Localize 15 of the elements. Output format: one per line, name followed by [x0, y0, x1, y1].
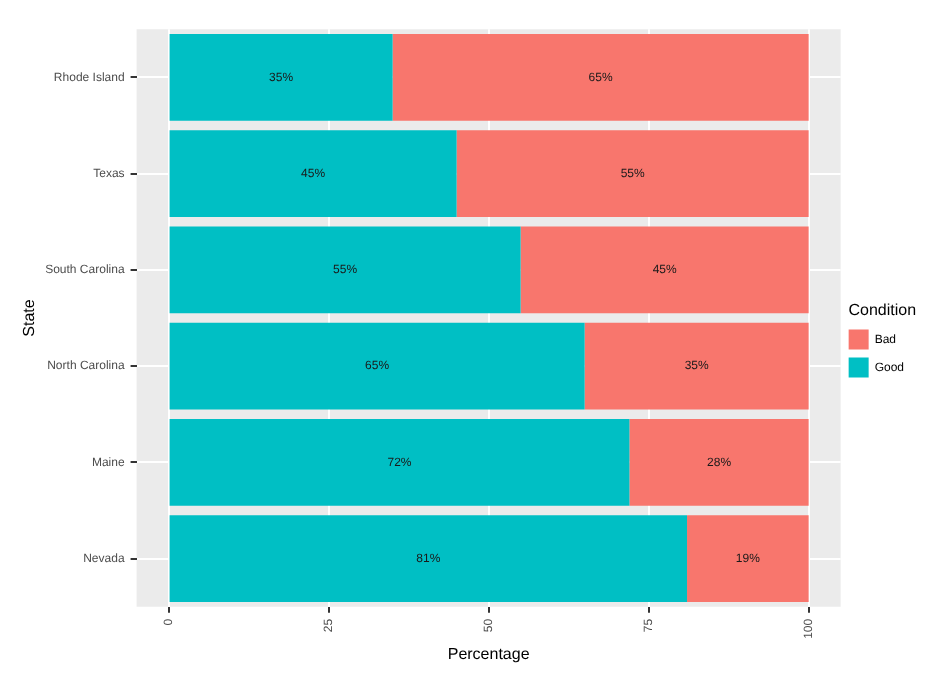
y-axis-title: State	[20, 298, 39, 337]
bar	[629, 419, 809, 506]
bar	[169, 226, 521, 314]
x-axis-title: Percentage	[447, 644, 531, 663]
bar	[169, 322, 585, 410]
bar	[169, 515, 688, 602]
bar	[169, 419, 630, 506]
bar	[169, 130, 457, 217]
bar	[584, 322, 809, 410]
bar	[169, 34, 393, 121]
bar	[687, 515, 809, 602]
bar	[456, 130, 809, 217]
bar	[392, 34, 809, 121]
legend-title: Condition	[848, 300, 917, 319]
bar	[520, 226, 809, 314]
